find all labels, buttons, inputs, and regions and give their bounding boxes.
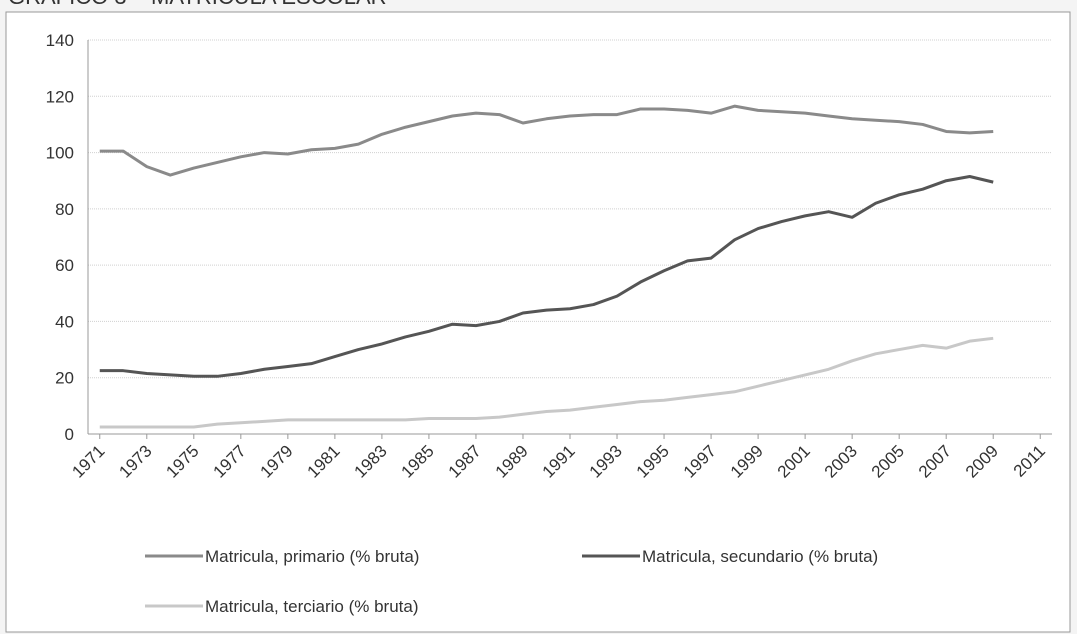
line	[99, 104, 994, 177]
y-tick-label: 20	[55, 369, 74, 388]
y-tick-label: 0	[65, 425, 74, 444]
y-tick-label: 40	[55, 312, 74, 331]
chart-title: GRÁFICO 3 – MATRÍCULA ESCOLAR	[8, 0, 387, 9]
y-tick-label: 100	[46, 144, 74, 163]
y-tick-label: 60	[55, 256, 74, 275]
y-tick-label: 120	[46, 87, 74, 106]
legend-label: Matricula, terciario (% bruta)	[205, 597, 419, 616]
y-tick-label: 80	[55, 200, 74, 219]
y-tick-label: 140	[46, 31, 74, 50]
chart-frame	[5, 11, 1071, 633]
legend-label: Matricula, primario (% bruta)	[205, 547, 419, 566]
line	[99, 174, 994, 378]
line	[99, 336, 994, 429]
legend-label: Matricula, secundario (% bruta)	[642, 547, 878, 566]
